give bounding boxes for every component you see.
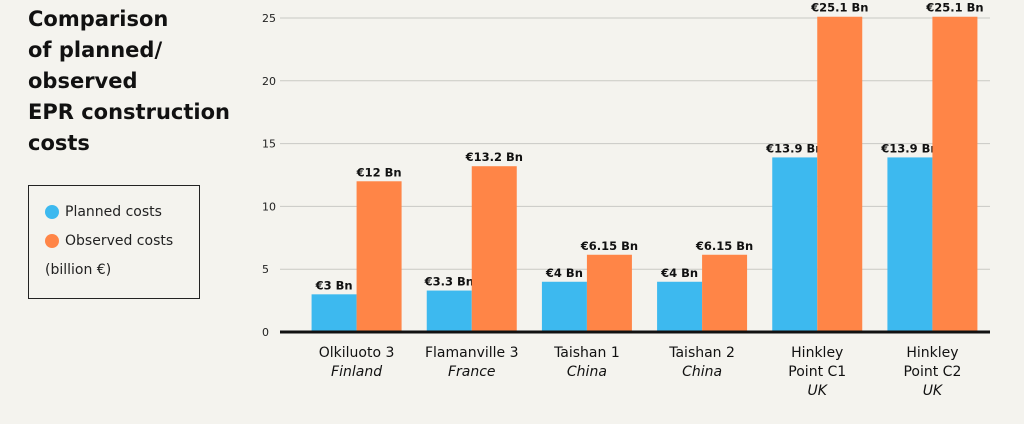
value-label: €25.1 Bn <box>925 1 983 15</box>
chart-title: Comparison of planned/ observed EPR cons… <box>28 7 230 155</box>
value-label: €13.9 Bn <box>880 141 938 155</box>
category-name: Flamanville 3 <box>424 345 519 361</box>
category-country: Finland <box>331 364 383 380</box>
bar <box>541 281 587 332</box>
bar <box>772 157 818 332</box>
bar <box>471 166 517 332</box>
bar <box>426 290 472 332</box>
x-tick-label: Olkiluoto 3 Finland <box>302 344 412 382</box>
value-label: €6.15 Bn <box>580 239 638 253</box>
legend-item: Planned costs <box>45 204 162 220</box>
value-label: €12 Bn <box>356 165 402 179</box>
bar <box>586 254 632 332</box>
value-label: €3.3 Bn <box>424 275 474 289</box>
x-tick-label: Taishan 2 China <box>647 344 757 382</box>
x-tick-label: Taishan 1 China <box>532 344 642 382</box>
bar <box>702 254 748 332</box>
bar <box>817 16 863 333</box>
bar <box>932 16 978 333</box>
bar <box>311 294 357 332</box>
category-country: China <box>566 364 607 380</box>
legend: Planned costs Observed costs (billion €) <box>28 185 200 299</box>
value-label: €6.15 Bn <box>695 239 753 253</box>
y-tick-label: 15 <box>262 138 276 151</box>
x-tick-label: Hinkley Point C2 UK <box>887 344 977 401</box>
legend-label: Observed costs <box>65 233 174 249</box>
category-name: Olkiluoto 3 <box>318 345 395 361</box>
y-tick-label: 25 <box>262 12 276 25</box>
bar <box>356 181 402 332</box>
legend-item: Observed costs <box>45 233 173 249</box>
y-tick-label: 5 <box>262 263 269 276</box>
x-tick-label: Flamanville 3 France <box>417 344 527 382</box>
y-tick-label: 0 <box>262 326 269 339</box>
legend-swatch <box>45 234 59 248</box>
legend-swatch <box>45 205 59 219</box>
value-label: €25.1 Bn <box>810 1 868 15</box>
category-name: Hinkley Point C2 <box>903 345 962 380</box>
bar <box>657 281 703 332</box>
category-name: Taishan 1 <box>554 345 620 361</box>
bar <box>887 157 933 332</box>
value-label: €4 Bn <box>660 266 698 280</box>
category-name: Taishan 2 <box>669 345 735 361</box>
y-tick-label: 20 <box>262 75 276 88</box>
category-country: China <box>682 364 723 380</box>
value-label: €4 Bn <box>545 266 583 280</box>
value-label: €3 Bn <box>315 278 353 292</box>
legend-note: (billion €) <box>45 262 112 278</box>
category-country: UK <box>807 383 827 399</box>
value-label: €13.2 Bn <box>465 150 523 164</box>
y-tick-label: 10 <box>262 200 276 213</box>
legend-label: Planned costs <box>65 204 162 220</box>
category-name: Hinkley Point C1 <box>788 345 847 380</box>
value-label: €13.9 Bn <box>765 141 823 155</box>
category-country: France <box>447 364 496 380</box>
x-tick-label: Hinkley Point C1 UK <box>772 344 862 401</box>
category-country: UK <box>922 383 943 399</box>
